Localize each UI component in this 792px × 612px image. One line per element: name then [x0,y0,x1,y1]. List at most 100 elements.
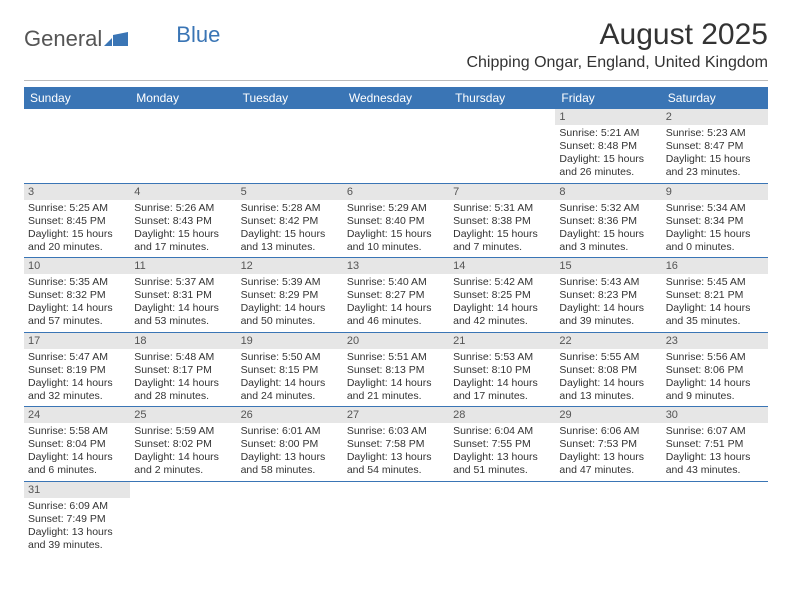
daylight-line: Daylight: 14 hours and 28 minutes. [134,377,232,403]
sunrise-line: Sunrise: 6:06 AM [559,425,657,438]
day-cell [130,109,236,183]
day-cell: 7Sunrise: 5:31 AMSunset: 8:38 PMDaylight… [449,184,555,258]
day-body: Sunrise: 5:34 AMSunset: 8:34 PMDaylight:… [662,200,768,258]
day-number: 20 [343,333,449,349]
day-cell: 20Sunrise: 5:51 AMSunset: 8:13 PMDayligh… [343,333,449,407]
day-number: 13 [343,258,449,274]
day-body: Sunrise: 5:37 AMSunset: 8:31 PMDaylight:… [130,274,236,332]
day-number: 26 [237,407,343,423]
day-cell: 28Sunrise: 6:04 AMSunset: 7:55 PMDayligh… [449,407,555,481]
daylight-line: Daylight: 14 hours and 42 minutes. [453,302,551,328]
sunrise-line: Sunrise: 5:45 AM [666,276,764,289]
header-divider [24,80,768,81]
day-header: Tuesday [237,87,343,109]
day-body: Sunrise: 6:06 AMSunset: 7:53 PMDaylight:… [555,423,661,481]
day-cell [237,482,343,556]
day-body: Sunrise: 5:42 AMSunset: 8:25 PMDaylight:… [449,274,555,332]
sunset-line: Sunset: 8:43 PM [134,215,232,228]
week-row: 31Sunrise: 6:09 AMSunset: 7:49 PMDayligh… [24,482,768,556]
sunrise-line: Sunrise: 5:47 AM [28,351,126,364]
day-cell: 8Sunrise: 5:32 AMSunset: 8:36 PMDaylight… [555,184,661,258]
day-number: 9 [662,184,768,200]
day-number: 5 [237,184,343,200]
sunrise-line: Sunrise: 5:56 AM [666,351,764,364]
sunrise-line: Sunrise: 5:34 AM [666,202,764,215]
day-number: 18 [130,333,236,349]
daylight-line: Daylight: 14 hours and 6 minutes. [28,451,126,477]
sunset-line: Sunset: 8:45 PM [28,215,126,228]
sunset-line: Sunset: 7:55 PM [453,438,551,451]
day-cell [130,482,236,556]
page-title: August 2025 [466,18,768,52]
day-number: 19 [237,333,343,349]
day-body: Sunrise: 5:50 AMSunset: 8:15 PMDaylight:… [237,349,343,407]
day-cell [662,482,768,556]
daylight-line: Daylight: 14 hours and 13 minutes. [559,377,657,403]
week-row: 24Sunrise: 5:58 AMSunset: 8:04 PMDayligh… [24,407,768,482]
logo-icon [104,26,128,40]
sunset-line: Sunset: 8:23 PM [559,289,657,302]
day-body: Sunrise: 5:21 AMSunset: 8:48 PMDaylight:… [555,125,661,183]
logo: General Blue [24,18,220,52]
sunset-line: Sunset: 8:42 PM [241,215,339,228]
sunset-line: Sunset: 7:51 PM [666,438,764,451]
day-body: Sunrise: 5:55 AMSunset: 8:08 PMDaylight:… [555,349,661,407]
day-header: Sunday [24,87,130,109]
day-number: 7 [449,184,555,200]
sunset-line: Sunset: 8:40 PM [347,215,445,228]
daylight-line: Daylight: 14 hours and 24 minutes. [241,377,339,403]
day-body: Sunrise: 5:40 AMSunset: 8:27 PMDaylight:… [343,274,449,332]
daylight-line: Daylight: 14 hours and 21 minutes. [347,377,445,403]
day-number: 1 [555,109,661,125]
sunrise-line: Sunrise: 5:51 AM [347,351,445,364]
day-number: 10 [24,258,130,274]
daylight-line: Daylight: 13 hours and 58 minutes. [241,451,339,477]
daylight-line: Daylight: 13 hours and 51 minutes. [453,451,551,477]
day-cell: 6Sunrise: 5:29 AMSunset: 8:40 PMDaylight… [343,184,449,258]
sunset-line: Sunset: 7:58 PM [347,438,445,451]
sunrise-line: Sunrise: 5:37 AM [134,276,232,289]
sunset-line: Sunset: 8:00 PM [241,438,339,451]
sunrise-line: Sunrise: 5:25 AM [28,202,126,215]
daylight-line: Daylight: 15 hours and 10 minutes. [347,228,445,254]
sunset-line: Sunset: 8:27 PM [347,289,445,302]
day-body: Sunrise: 5:47 AMSunset: 8:19 PMDaylight:… [24,349,130,407]
day-cell: 3Sunrise: 5:25 AMSunset: 8:45 PMDaylight… [24,184,130,258]
sunrise-line: Sunrise: 5:32 AM [559,202,657,215]
daylight-line: Daylight: 15 hours and 13 minutes. [241,228,339,254]
day-number: 25 [130,407,236,423]
day-cell: 17Sunrise: 5:47 AMSunset: 8:19 PMDayligh… [24,333,130,407]
sunset-line: Sunset: 8:29 PM [241,289,339,302]
day-body: Sunrise: 5:28 AMSunset: 8:42 PMDaylight:… [237,200,343,258]
sunrise-line: Sunrise: 5:53 AM [453,351,551,364]
day-cell: 29Sunrise: 6:06 AMSunset: 7:53 PMDayligh… [555,407,661,481]
day-body: Sunrise: 5:58 AMSunset: 8:04 PMDaylight:… [24,423,130,481]
daylight-line: Daylight: 14 hours and 46 minutes. [347,302,445,328]
daylight-line: Daylight: 15 hours and 26 minutes. [559,153,657,179]
sunrise-line: Sunrise: 6:09 AM [28,500,126,513]
daylight-line: Daylight: 15 hours and 20 minutes. [28,228,126,254]
day-body: Sunrise: 6:04 AMSunset: 7:55 PMDaylight:… [449,423,555,481]
sunrise-line: Sunrise: 5:55 AM [559,351,657,364]
day-number: 28 [449,407,555,423]
day-number: 11 [130,258,236,274]
day-cell [449,482,555,556]
sunrise-line: Sunrise: 5:48 AM [134,351,232,364]
day-cell [237,109,343,183]
day-number: 15 [555,258,661,274]
sunrise-line: Sunrise: 6:04 AM [453,425,551,438]
daylight-line: Daylight: 15 hours and 3 minutes. [559,228,657,254]
day-cell: 14Sunrise: 5:42 AMSunset: 8:25 PMDayligh… [449,258,555,332]
sunrise-line: Sunrise: 5:50 AM [241,351,339,364]
day-number: 16 [662,258,768,274]
sunrise-line: Sunrise: 6:03 AM [347,425,445,438]
day-cell: 4Sunrise: 5:26 AMSunset: 8:43 PMDaylight… [130,184,236,258]
sunset-line: Sunset: 8:08 PM [559,364,657,377]
day-body: Sunrise: 5:25 AMSunset: 8:45 PMDaylight:… [24,200,130,258]
day-cell: 13Sunrise: 5:40 AMSunset: 8:27 PMDayligh… [343,258,449,332]
day-header: Friday [555,87,661,109]
sunset-line: Sunset: 8:15 PM [241,364,339,377]
week-row: 1Sunrise: 5:21 AMSunset: 8:48 PMDaylight… [24,109,768,184]
sunrise-line: Sunrise: 5:35 AM [28,276,126,289]
day-cell: 1Sunrise: 5:21 AMSunset: 8:48 PMDaylight… [555,109,661,183]
